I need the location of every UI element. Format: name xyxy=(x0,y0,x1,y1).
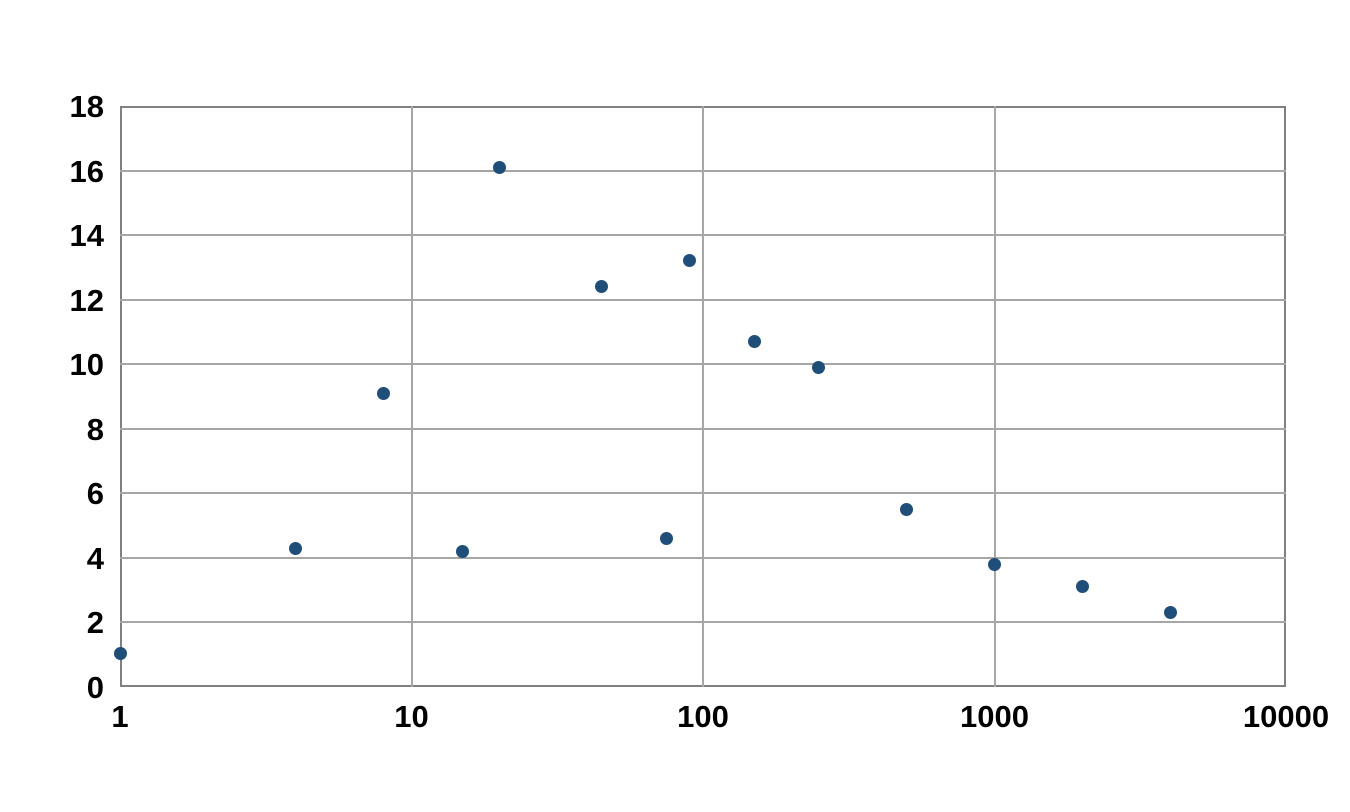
data-point xyxy=(595,280,609,294)
x-tick-label: 100 xyxy=(677,699,729,734)
data-point xyxy=(812,360,826,374)
data-point xyxy=(289,541,302,555)
x-tick-label: 1 xyxy=(111,699,129,734)
y-tick-label: 10 xyxy=(69,347,104,383)
data-point xyxy=(988,557,1001,571)
y-tick-label: 0 xyxy=(86,670,104,705)
x-tick-label: 10 xyxy=(394,699,429,734)
y-tick-label: 6 xyxy=(86,476,104,512)
data-point xyxy=(1075,580,1089,594)
x-tick-label: 10000 xyxy=(1242,699,1330,734)
data-point xyxy=(1163,606,1177,620)
v-gridline xyxy=(410,106,413,687)
data-point xyxy=(900,502,914,516)
y-tick-label: 8 xyxy=(86,411,104,447)
y-tick-label: 16 xyxy=(69,153,104,189)
data-point xyxy=(747,335,761,349)
y-tick-label: 14 xyxy=(69,218,104,254)
y-tick-label: 4 xyxy=(86,540,104,576)
data-point xyxy=(376,386,390,400)
x-tick-label: 1000 xyxy=(960,699,1029,734)
data-point xyxy=(113,646,127,660)
y-tick-label: 12 xyxy=(69,282,104,318)
y-tick-label: 18 xyxy=(69,89,104,124)
y-tick-label: 2 xyxy=(86,605,104,641)
v-gridline xyxy=(993,106,996,687)
data-point xyxy=(492,160,506,174)
v-gridline xyxy=(702,106,704,687)
data-point xyxy=(456,544,470,558)
data-point xyxy=(683,254,697,268)
data-point xyxy=(660,532,674,546)
